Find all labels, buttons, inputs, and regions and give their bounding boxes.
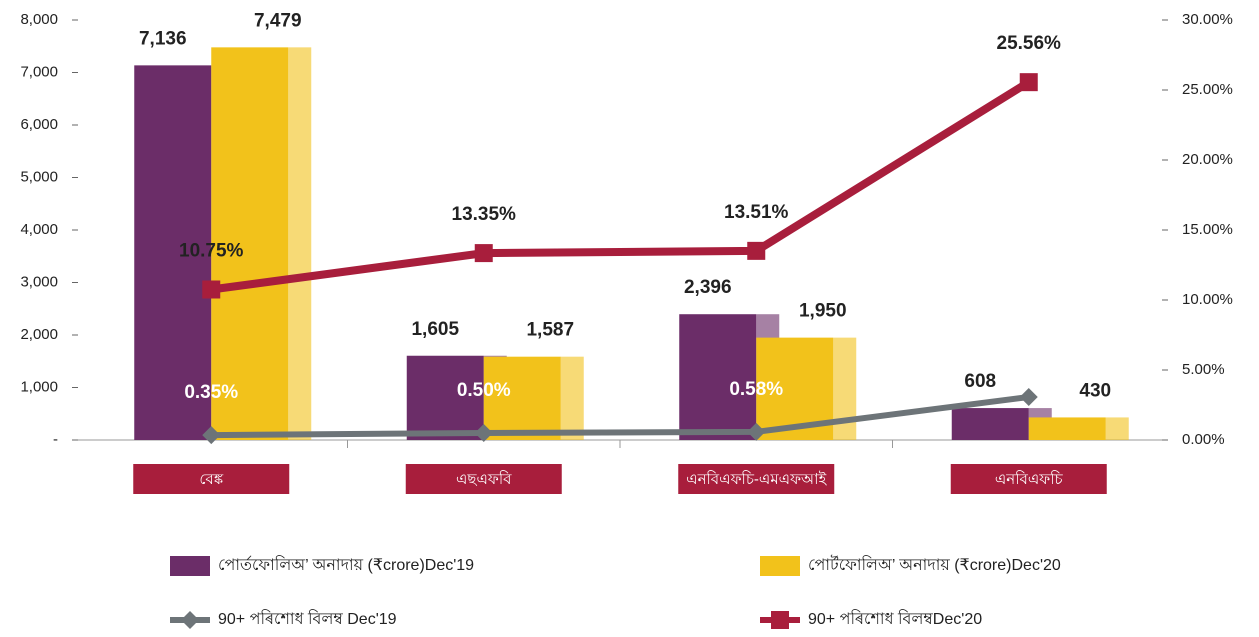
- data-label: 13.35%: [452, 204, 517, 225]
- legend-marker: [181, 611, 199, 629]
- bar: [483, 356, 561, 440]
- x-tick-label: বেঙ্ক: [199, 471, 223, 488]
- marker: [202, 280, 221, 299]
- category-box: [405, 464, 562, 494]
- y-tick-label: 6,000: [20, 116, 58, 133]
- category-box: [678, 464, 835, 494]
- legend-label: 90+ পৰিশোধ বিলম্ব Dec'19: [218, 609, 397, 628]
- bar: [134, 65, 212, 441]
- data-label: 1,950: [799, 301, 847, 322]
- marker: [747, 422, 766, 441]
- marker: [747, 241, 766, 260]
- data-label: 25.56%: [997, 33, 1062, 54]
- marker: [1019, 388, 1038, 407]
- legend-swatch: [760, 556, 800, 576]
- data-label: 10.75%: [179, 241, 244, 262]
- legend-label: পোৰ্তফোলিঅ’ অনাদায় (₹crore)Dec'19: [218, 555, 474, 574]
- y2-tick-label: 5.00%: [1182, 361, 1225, 378]
- data-label: 430: [1079, 380, 1111, 401]
- bar: [679, 314, 757, 440]
- category-box: [950, 464, 1107, 494]
- y2-tick-label: 20.00%: [1182, 151, 1233, 168]
- y-tick-label: 3,000: [20, 273, 58, 290]
- y2-tick-label: 30.00%: [1182, 11, 1233, 28]
- legend-swatch: [170, 556, 210, 576]
- data-label: 0.58%: [729, 379, 783, 400]
- x-tick-label: এনবিএফচি-এমএফআই: [686, 470, 827, 488]
- legend-marker: [771, 611, 789, 629]
- x-tick-label: এছএফবি: [456, 470, 512, 488]
- category-box: [133, 464, 290, 494]
- data-label: 0.35%: [184, 382, 238, 403]
- data-label: 7,479: [254, 10, 302, 31]
- data-label: 13.51%: [724, 202, 789, 223]
- bar-side: [288, 47, 312, 440]
- data-label: 3.07%: [1002, 344, 1056, 365]
- y-tick-label: 1,000: [20, 378, 58, 395]
- data-label: 0.50%: [457, 380, 511, 401]
- legend-label: 90+ পৰিশোধ বিলম্বDec'20: [808, 609, 982, 628]
- data-label: 1,587: [526, 320, 574, 341]
- marker: [474, 424, 493, 442]
- y-tick-label: 7,000: [20, 63, 58, 80]
- marker: [1019, 73, 1038, 92]
- y2-tick-label: 0.00%: [1182, 431, 1225, 448]
- y2-tick-label: 10.00%: [1182, 291, 1233, 308]
- x-tick-label: এনবিএফচি: [995, 470, 1064, 488]
- bar-side: [1105, 417, 1129, 440]
- bar-side: [833, 337, 857, 440]
- y-tick-label: 4,000: [20, 221, 58, 238]
- bar: [951, 408, 1029, 440]
- y-tick-label: 2,000: [20, 326, 58, 343]
- bar: [406, 355, 484, 440]
- data-label: 7,136: [139, 28, 187, 49]
- y-tick-label: 5,000: [20, 168, 58, 185]
- data-label: 1,605: [411, 319, 459, 340]
- bar-side: [560, 356, 584, 440]
- y2-tick-label: 15.00%: [1182, 221, 1233, 238]
- y2-tick-label: 25.00%: [1182, 81, 1233, 98]
- data-label: 608: [964, 371, 996, 392]
- y-tick-label: -: [53, 431, 58, 448]
- marker: [202, 426, 221, 445]
- marker: [474, 244, 493, 263]
- line: [210, 78, 1031, 294]
- legend-label: পোৰ্টফোলিঅ’ অনাদায় (₹crore)Dec'20: [808, 555, 1061, 574]
- data-label: 2,396: [684, 277, 732, 298]
- y-tick-label: 8,000: [20, 11, 58, 28]
- line: [211, 394, 1030, 439]
- bar: [1028, 417, 1106, 440]
- bar: [211, 47, 289, 440]
